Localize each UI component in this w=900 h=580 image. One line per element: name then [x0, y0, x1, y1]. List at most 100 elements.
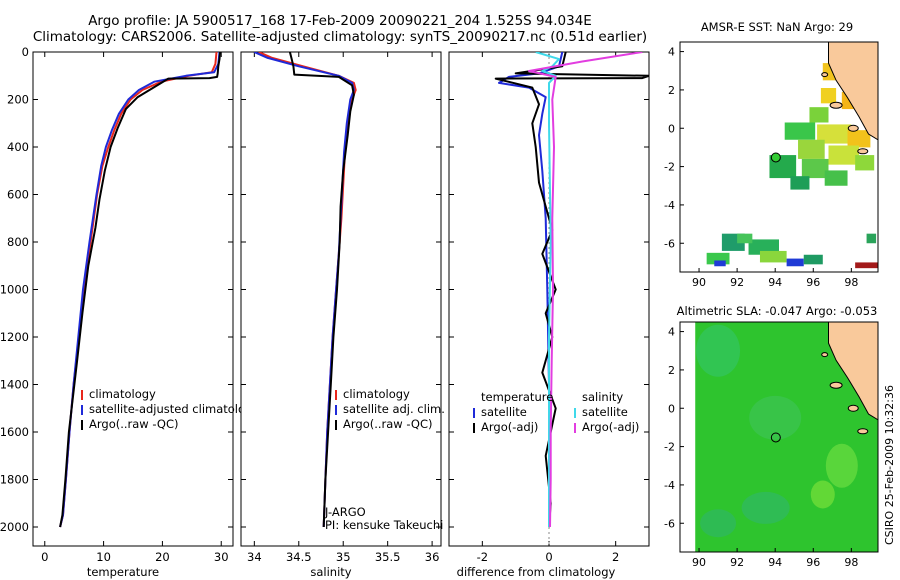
- island: [857, 148, 869, 155]
- x-tick-label: 35: [336, 550, 351, 564]
- map-y-tick-label: 2: [668, 364, 675, 377]
- series-line-salinity-argo-adj-: [528, 52, 643, 528]
- island: [847, 404, 859, 412]
- sla-anomaly-patch: [696, 324, 741, 377]
- x-tick-label: 35.5: [375, 550, 401, 564]
- sst-cell: [847, 130, 871, 148]
- argo-position-marker: [770, 152, 781, 163]
- sst-cell: [706, 252, 730, 265]
- x-axis-label: salinity: [310, 565, 351, 579]
- sst-cell: [820, 88, 837, 104]
- x-axis-label: difference from climatology: [457, 565, 616, 579]
- map-y-tick-label: -6: [664, 237, 675, 250]
- legend-entry: Argo(-adj): [481, 420, 538, 434]
- map-x-tick-label: 98: [844, 276, 858, 289]
- y-tick-label: 600: [7, 188, 29, 202]
- series-line-argo-raw-qc-: [288, 52, 355, 528]
- pi-annotation: J-ARGO: [324, 505, 366, 519]
- map-x-tick-label: 90: [692, 556, 706, 569]
- x-tick-label: 34: [247, 550, 262, 564]
- csiro-timestamp: CSIRO 25-Feb-2009 10:32:36: [883, 385, 896, 545]
- plot-frame: [32, 51, 234, 547]
- map-y-tick-label: -6: [664, 517, 675, 530]
- x-tick-label: 0: [545, 550, 552, 564]
- island: [821, 72, 829, 78]
- map-x-tick-label: 92: [730, 276, 744, 289]
- sst-cell: [759, 250, 787, 263]
- legend-title-temperature: temperature: [481, 390, 553, 404]
- series-group: [494, 52, 649, 546]
- temperature-panel: 0 10 20 30 0 200 400 600 800 1000 1200 1400 1600 1800…: [0, 45, 259, 579]
- map-y-tick-label: 0: [668, 122, 675, 135]
- series-group: [59, 52, 222, 528]
- legend-entry: satellite: [582, 405, 628, 419]
- map-y-tick-label: 4: [668, 46, 675, 59]
- sla-map-panel: 90 92 94 96 98 4 2 0 -2 -4 -6: [664, 321, 879, 569]
- sst-map-panel: 90 92 94 96 98 4 2 0 -2 -4 -6: [664, 41, 879, 289]
- sst-cell: [824, 170, 848, 186]
- map-y-tick-label: 2: [668, 84, 675, 97]
- y-tick-label: 1600: [0, 425, 29, 439]
- legend-entry: Argo(..raw -QC): [89, 417, 179, 431]
- island: [821, 352, 829, 358]
- sst-cell: [855, 262, 878, 269]
- sst-map-title: AMSR-E SST: NaN Argo: 29: [701, 20, 853, 34]
- x-tick-label: 10: [96, 550, 111, 564]
- sla-anomaly-patch: [825, 443, 858, 488]
- x-tick-label: 30: [214, 550, 229, 564]
- plot-frame: [240, 51, 442, 547]
- legend-entry: climatology: [343, 387, 410, 401]
- legend-entry: satellite-adjusted climatology: [89, 402, 259, 416]
- map-y-tick-label: -2: [664, 441, 675, 454]
- figure-title-line1: Argo profile: JA 5900517_168 17-Feb-2009…: [88, 13, 592, 29]
- sst-cell: [801, 158, 829, 179]
- map-y-tick-label: 4: [668, 326, 675, 339]
- y-tick-label: 1000: [0, 283, 29, 297]
- y-tick-label: 2000: [0, 520, 29, 534]
- sst-cell: [817, 124, 852, 144]
- map-x-tick-label: 92: [730, 556, 744, 569]
- legend-title-salinity: salinity: [582, 390, 623, 404]
- map-x-tick-label: 96: [806, 556, 820, 569]
- sst-cell: [714, 260, 726, 267]
- y-tick-label: 400: [7, 140, 29, 154]
- x-axis-label: temperature: [87, 565, 159, 579]
- sumatra-land: [828, 42, 878, 141]
- sst-cell: [855, 155, 875, 171]
- x-tick-label: 34.5: [286, 550, 312, 564]
- legend-entry: satellite: [481, 405, 527, 419]
- legend-entry: satellite adj. clim.: [343, 402, 445, 416]
- map-y-tick-label: -4: [664, 479, 675, 492]
- y-tick-label: 1400: [0, 378, 29, 392]
- map-x-tick-label: 94: [768, 556, 782, 569]
- sla-anomaly-patch: [810, 480, 835, 509]
- map-y-tick-label: -2: [664, 161, 675, 174]
- pi-annotation: PI: kensuke Takeuchi: [325, 518, 443, 532]
- map-x-tick-label: 90: [692, 276, 706, 289]
- map-content: [706, 42, 878, 269]
- salinity-panel: 34 34.5 35 35.5 36 salinity climatologysatelli…: [240, 51, 445, 579]
- map-x-tick-label: 96: [806, 276, 820, 289]
- y-tick-label: 0: [22, 45, 29, 59]
- y-tick-label: 1800: [0, 473, 29, 487]
- x-tick-label: 36: [425, 550, 440, 564]
- figure-title-line2: Climatology: CARS2006. Satellite-adjuste…: [33, 29, 647, 45]
- island: [847, 124, 859, 132]
- map-x-tick-label: 94: [768, 276, 782, 289]
- island: [857, 428, 869, 435]
- x-tick-label: 0: [41, 550, 48, 564]
- y-tick-label: 200: [7, 93, 29, 107]
- map-x-tick-label: 98: [844, 556, 858, 569]
- argo-position-marker: [770, 432, 781, 443]
- legend-entry: Argo(..raw -QC): [343, 417, 433, 431]
- x-tick-label: 2: [612, 550, 619, 564]
- x-tick-label: 20: [155, 550, 170, 564]
- map-frame: [679, 321, 879, 553]
- series-line-argo-raw-qc-: [59, 52, 222, 528]
- map-y-tick-label: -4: [664, 199, 675, 212]
- legend-entry: climatology: [89, 387, 156, 401]
- sst-cell: [809, 107, 829, 123]
- island: [829, 381, 843, 389]
